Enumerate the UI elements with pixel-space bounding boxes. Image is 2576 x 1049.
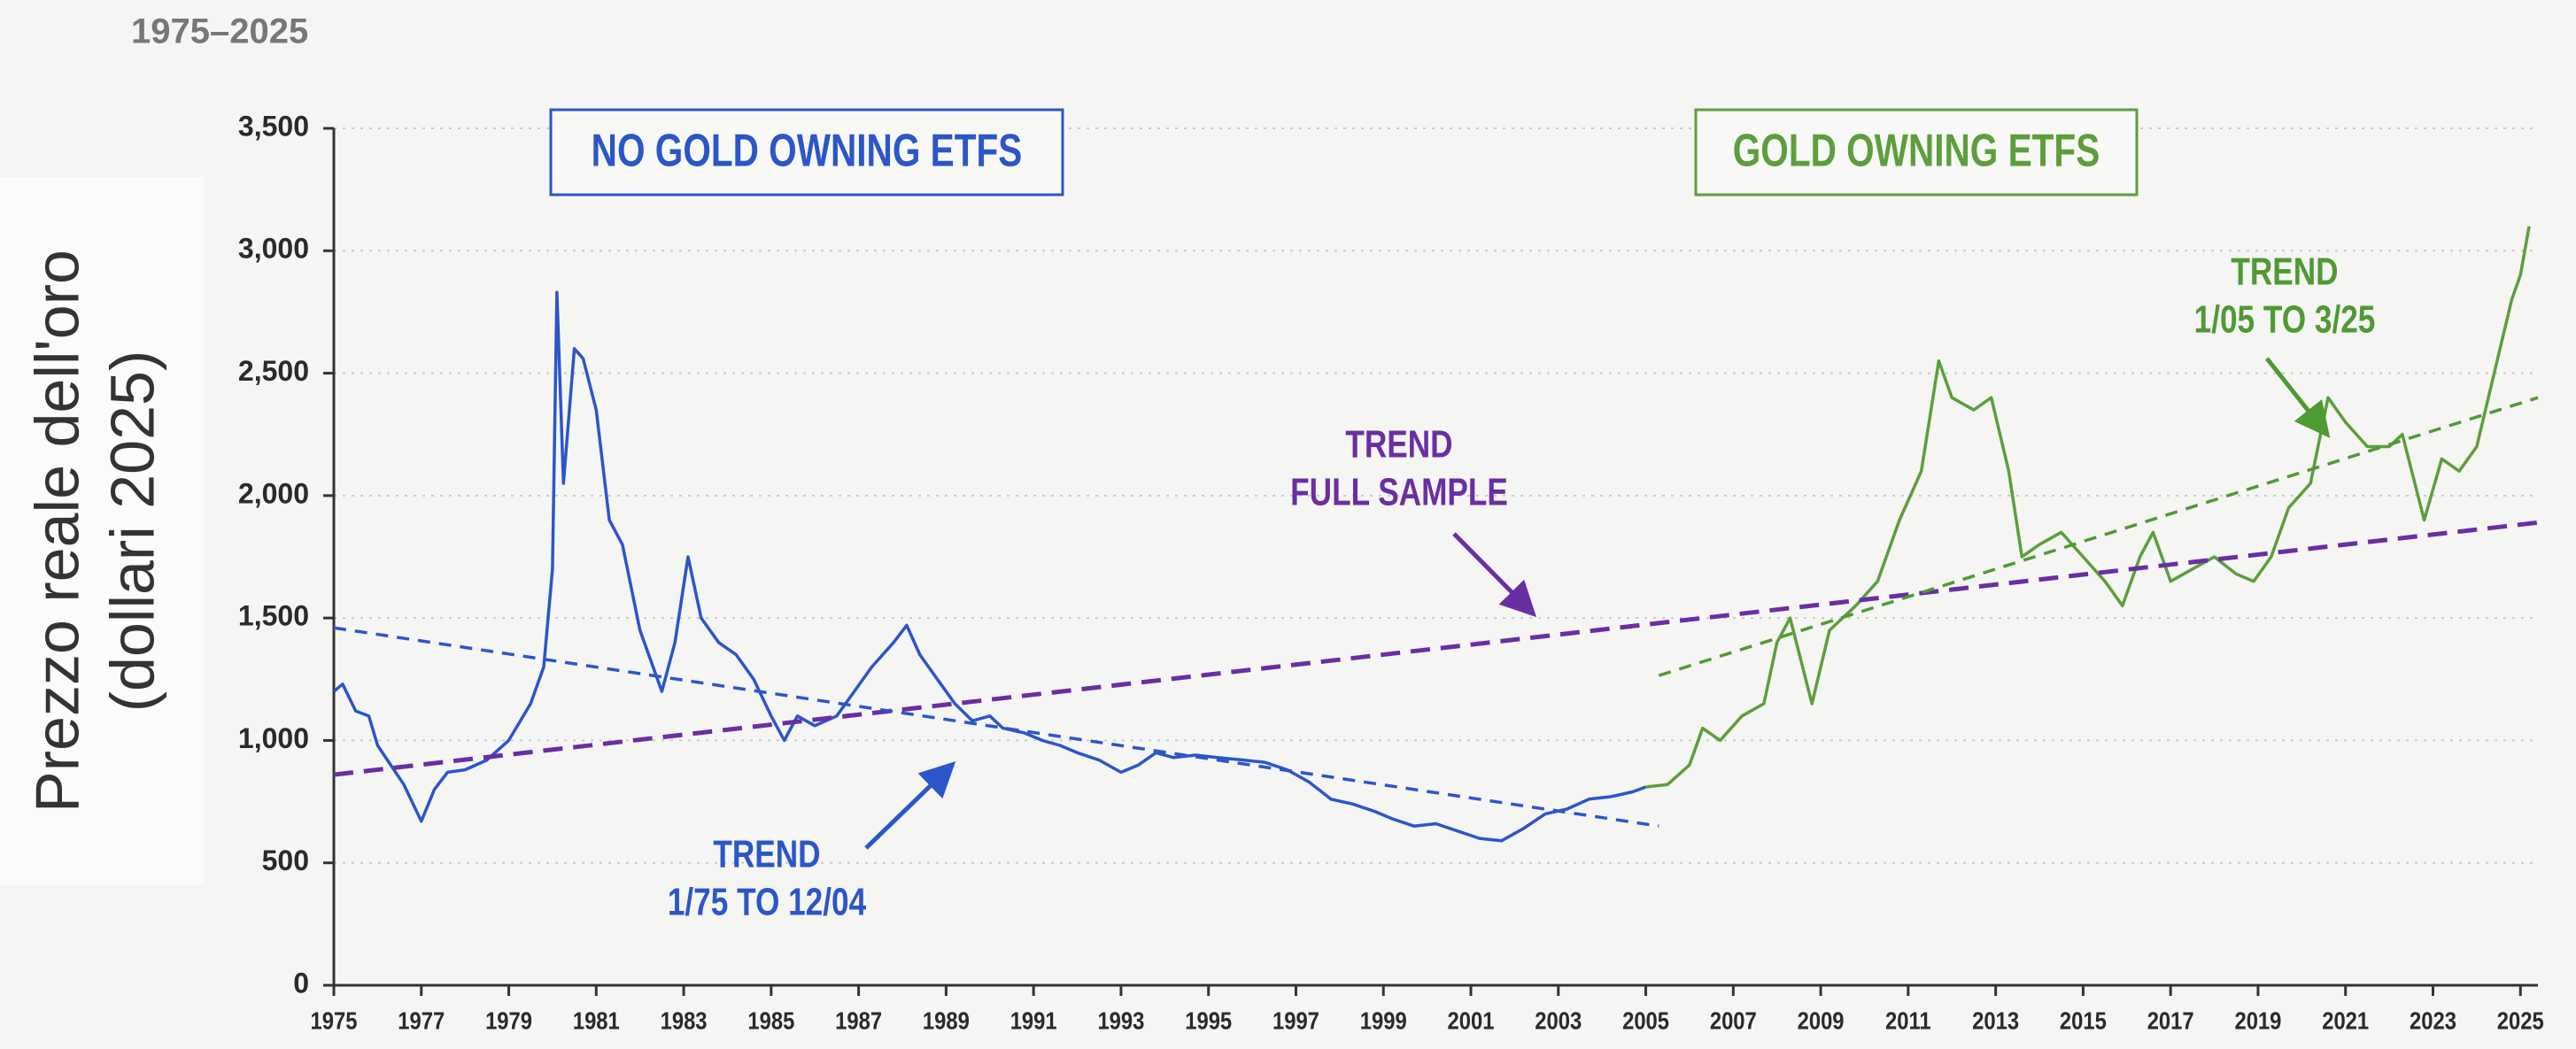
trend-annotation: FULL SAMPLE (1290, 471, 1508, 514)
x-tick-label: 1975 (311, 1007, 358, 1035)
annotation-arrow (1452, 532, 1537, 618)
y-axis-label: (dollari 2025) (97, 351, 166, 713)
x-tick-label: 2013 (1972, 1007, 2019, 1035)
y-tick-label: 2,500 (238, 355, 309, 387)
x-tick-label: 1979 (485, 1007, 532, 1035)
x-tick-label: 1991 (1010, 1007, 1057, 1035)
x-tick-label: 2021 (2322, 1007, 2369, 1035)
series-label-box (549, 108, 1064, 197)
x-tick-label: 2001 (1448, 1007, 1495, 1035)
trend-line (333, 626, 1659, 828)
x-tick-label: 2003 (1535, 1007, 1582, 1035)
y-tick-label: 500 (262, 845, 309, 876)
y-tick-label: 0 (293, 967, 309, 999)
annotation-arrow (2265, 357, 2331, 438)
trend-annotation: 1/05 TO 3/25 (2194, 298, 2376, 342)
series-label: NO GOLD OWNING ETFS (592, 125, 1023, 176)
x-tick-label: 2011 (1885, 1007, 1931, 1035)
y-tick-label: 1,500 (238, 600, 309, 632)
y-tick-label: 3,000 (238, 233, 309, 265)
trend-annotation: TREND (1345, 423, 1452, 467)
label-panel (0, 177, 204, 885)
x-tick-label: 2025 (2497, 1007, 2544, 1035)
x-tick-label: 2015 (2060, 1007, 2107, 1035)
x-tick-label: 2009 (1798, 1007, 1845, 1035)
subtitle: 1975–2025 (131, 12, 308, 51)
trend-line (1658, 396, 2539, 677)
price-line (332, 290, 1647, 843)
y-tick-label: 1,000 (238, 722, 309, 754)
y-axis-label: Prezzo reale dell'oro (22, 250, 91, 813)
x-tick-label: 1993 (1097, 1007, 1144, 1035)
x-tick-label: 1999 (1360, 1007, 1407, 1035)
x-tick-label: 1981 (573, 1007, 620, 1035)
annotation-arrow (864, 761, 956, 850)
trend-annotation: TREND (713, 833, 820, 876)
trend-line (333, 520, 2539, 777)
x-tick-label: 2007 (1710, 1007, 1757, 1035)
x-tick-label: 1983 (661, 1007, 708, 1035)
x-tick-label: 1987 (835, 1007, 882, 1035)
y-tick-label: 2,000 (238, 477, 309, 509)
x-tick-label: 2005 (1622, 1007, 1669, 1035)
x-tick-label: 1985 (747, 1007, 794, 1035)
x-tick-label: 2019 (2234, 1007, 2281, 1035)
price-line (1645, 226, 2531, 789)
x-tick-label: 1977 (398, 1007, 445, 1035)
trend-annotation: 1/75 TO 12/04 (668, 881, 866, 924)
series-label-box (1694, 108, 2139, 197)
x-tick-label: 1989 (923, 1007, 970, 1035)
x-tick-label: 2023 (2410, 1007, 2456, 1035)
x-tick-label: 2017 (2147, 1007, 2194, 1035)
series-label: GOLD OWNING ETFS (1733, 125, 2100, 176)
trend-annotation: TREND (2231, 251, 2338, 294)
x-tick-label: 1995 (1185, 1007, 1232, 1035)
x-tick-label: 1997 (1273, 1007, 1319, 1035)
y-tick-label: 3,500 (238, 110, 309, 142)
